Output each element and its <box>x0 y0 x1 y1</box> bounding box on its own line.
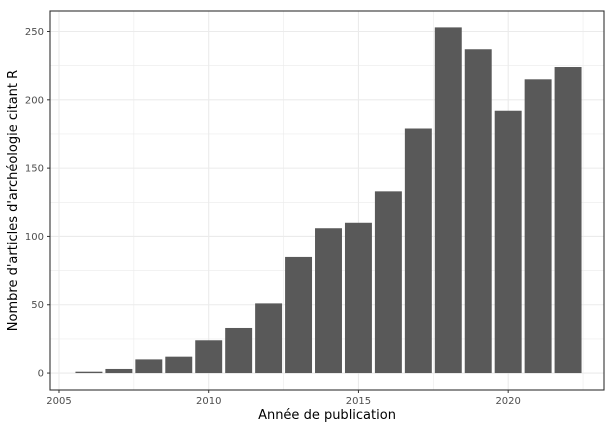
bar-2018 <box>434 27 462 374</box>
bar-2006 <box>75 371 103 374</box>
y-tick-label: 0 <box>38 369 44 380</box>
bar-2015 <box>344 222 372 374</box>
bar-2013 <box>285 256 313 374</box>
bar-2012 <box>255 303 283 374</box>
x-tick-label: 2005 <box>46 396 71 407</box>
bar-2017 <box>404 128 432 374</box>
x-tick-label: 2015 <box>346 396 371 407</box>
y-axis-title: Nombre d'articles d'archéologie citant R <box>6 70 21 331</box>
y-tick-label: 150 <box>25 164 44 175</box>
x-tick-label: 2010 <box>196 396 221 407</box>
bar-2007 <box>105 368 133 374</box>
y-tick-label: 50 <box>31 300 44 311</box>
bar-2020 <box>494 110 522 374</box>
bar-2014 <box>315 228 342 374</box>
bar-2008 <box>135 359 163 374</box>
bar-2010 <box>195 340 223 374</box>
y-tick-label: 250 <box>25 27 44 38</box>
x-axis-title: Année de publication <box>258 408 396 423</box>
panel-border <box>49 10 605 391</box>
x-tick-label: 2020 <box>495 396 520 407</box>
y-tick-label: 100 <box>25 232 44 243</box>
bar-2019 <box>464 49 492 374</box>
bars <box>75 27 582 374</box>
bar-2009 <box>165 356 193 374</box>
bar-2016 <box>374 191 402 374</box>
grid-minor-lines <box>50 11 604 390</box>
bar-2021 <box>524 79 552 374</box>
bar-2011 <box>225 327 253 374</box>
x-axis-ticks: 2005 2010 2015 2020 <box>46 390 521 407</box>
bar-2022 <box>554 67 582 374</box>
y-tick-label: 200 <box>25 95 44 106</box>
y-axis-ticks: 0 50 100 150 200 250 <box>25 27 50 380</box>
